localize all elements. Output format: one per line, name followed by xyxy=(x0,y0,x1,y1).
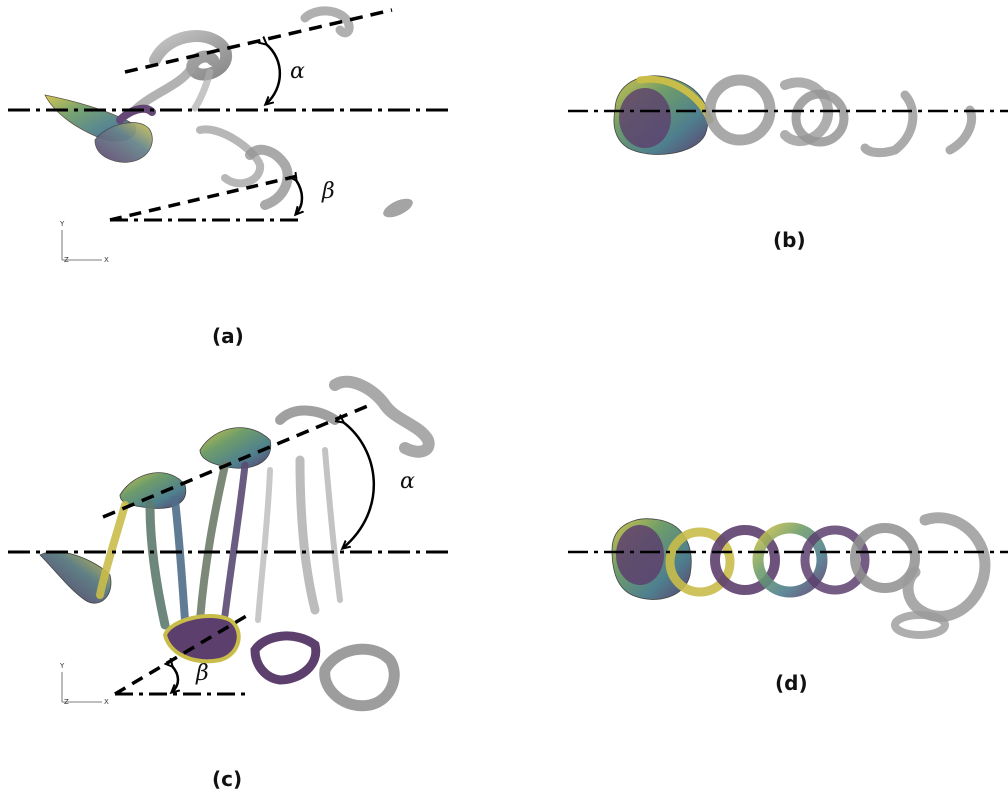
axis-x-label: X xyxy=(104,698,109,706)
vortex-structures-b xyxy=(613,74,977,158)
axis-y-label: Y xyxy=(59,662,65,670)
vortex-grey-leg xyxy=(191,68,214,112)
panel-label: (a) xyxy=(212,324,244,348)
axis-triad: Y Z X xyxy=(59,662,109,706)
vortex-grey-ring xyxy=(196,125,264,188)
vortex-grey-ring xyxy=(329,375,435,458)
vortex-grey-blob xyxy=(383,198,413,218)
vortex-grey-blob xyxy=(891,611,949,639)
vortex-leg-grey xyxy=(255,467,273,623)
beta-arc xyxy=(172,666,178,692)
vortex-colored-ring xyxy=(250,631,321,685)
vortex-grey-ring xyxy=(780,77,834,146)
vortex-grey-leg xyxy=(130,65,195,115)
panel-label: (b) xyxy=(773,228,806,252)
beta-label: β xyxy=(195,661,209,686)
vortex-grey-ring xyxy=(300,6,354,38)
vortex-grey-ring xyxy=(850,523,920,593)
vortex-structures-d xyxy=(611,512,991,639)
alpha-label: α xyxy=(290,59,305,84)
panel-c: α β Y Z X (c) xyxy=(8,375,448,791)
panel-a: α β Y Z X (a) xyxy=(8,6,448,348)
vortex-colored xyxy=(94,122,153,163)
vortex-colored-core xyxy=(616,525,664,585)
alpha-arc xyxy=(343,422,376,548)
vortex-leg-grey xyxy=(295,455,320,615)
alpha-arc xyxy=(266,44,281,104)
vortex-grey-ring xyxy=(245,144,293,210)
vortex-colored-core xyxy=(619,88,671,148)
vortex-grey-ring xyxy=(791,89,849,147)
vortex-colored-ring xyxy=(800,525,870,595)
vortex-grey-ring xyxy=(149,30,233,81)
beta-incline-line xyxy=(109,173,303,222)
panel-b: (b) xyxy=(568,74,1008,252)
vortex-grey-ring xyxy=(704,74,776,146)
vortex-leg xyxy=(221,461,249,619)
alpha-label: α xyxy=(400,469,415,494)
vortex-leg xyxy=(145,500,170,630)
beta-label: β xyxy=(321,179,335,204)
panel-d: (d) xyxy=(568,512,1008,695)
vortex-leg xyxy=(196,461,229,624)
panel-label: (d) xyxy=(775,671,808,695)
axis-z-label: Z xyxy=(64,256,69,264)
beta-arc xyxy=(296,180,302,214)
vortex-grey-ring xyxy=(902,512,991,622)
beta-incline-line xyxy=(114,613,249,696)
vortex-colored-ring xyxy=(710,525,780,595)
vortex-leg-grey xyxy=(322,447,343,603)
vortex-structures-a xyxy=(44,6,413,218)
axis-z-label: Z xyxy=(64,698,69,706)
vortex-colored-cap xyxy=(39,551,112,604)
axis-y-label: Y xyxy=(59,220,65,228)
vortex-grey-arc xyxy=(945,105,977,155)
vortex-grey-ring xyxy=(319,643,400,712)
vortex-colored-ring xyxy=(665,527,735,597)
panel-label: (c) xyxy=(212,767,242,791)
vortex-colored-cap xyxy=(199,427,272,469)
axis-triad: Y Z X xyxy=(59,220,109,264)
vortex-leg xyxy=(171,496,189,624)
axis-x-label: X xyxy=(104,256,109,264)
vortex-colored-ring xyxy=(162,614,241,664)
vortex-structures-c xyxy=(39,375,435,712)
vortex-leg xyxy=(96,501,129,599)
vortex-grey-arc xyxy=(860,90,918,158)
vortex-colored-ring xyxy=(752,522,828,598)
wake-direction-line xyxy=(102,403,371,519)
vortex-grey-ring xyxy=(275,405,340,425)
